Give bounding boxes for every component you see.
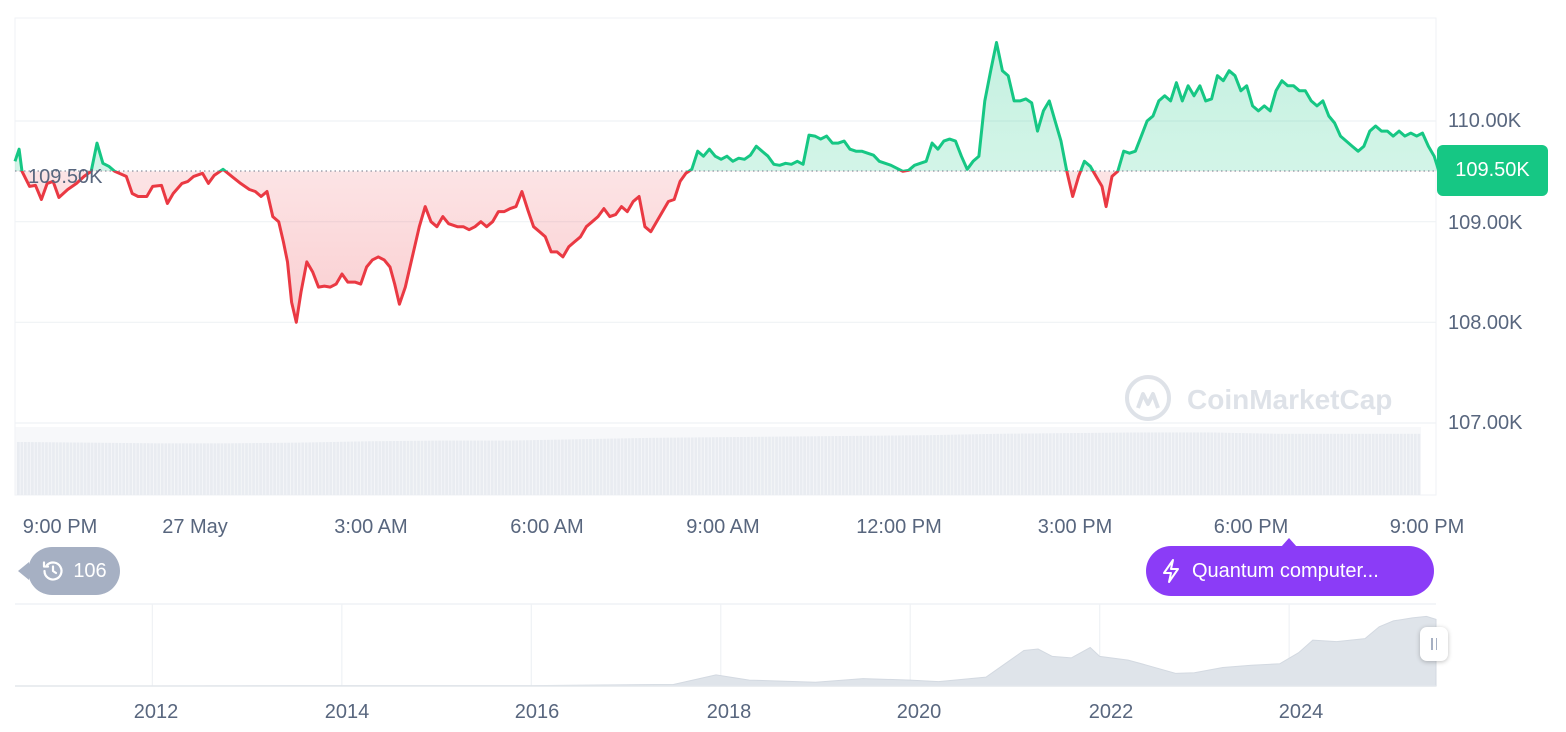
y-tick-label: 108.00K bbox=[1448, 312, 1523, 334]
x-tick-label: 3:00 AM bbox=[334, 516, 407, 538]
volume-bars bbox=[15, 427, 1421, 495]
y-axis: 110.00K 109.00K 108.00K 107.00K bbox=[1448, 110, 1523, 434]
price-line bbox=[13, 41, 1441, 324]
y-tick-label: 110.00K bbox=[1448, 110, 1522, 132]
x-tick-label: 9:00 AM bbox=[686, 516, 759, 538]
navigator-year-label: 2022 bbox=[1089, 701, 1134, 723]
navigator-year-label: 2020 bbox=[897, 701, 942, 723]
x-tick-label: 12:00 PM bbox=[856, 516, 942, 538]
watermark-text: CoinMarketCap bbox=[1187, 384, 1392, 415]
navigator-year-label: 2012 bbox=[134, 701, 179, 723]
navigator-area bbox=[15, 615, 1437, 687]
x-tick-label: 6:00 AM bbox=[510, 516, 583, 538]
area-below-baseline bbox=[15, 171, 1439, 323]
navigator-x-axis: 2012 2014 2016 2018 2020 2022 2024 bbox=[134, 701, 1324, 723]
baseline-label: 109.50K bbox=[28, 166, 103, 188]
navigator-range-handle[interactable] bbox=[1420, 627, 1448, 661]
y-tick-label: 107.00K bbox=[1448, 412, 1523, 434]
price-area bbox=[15, 42, 1439, 323]
price-line-down bbox=[20, 171, 1440, 324]
x-tick-label: 9:00 PM bbox=[23, 516, 97, 538]
x-tick-label: 3:00 PM bbox=[1038, 516, 1112, 538]
events-count: 106 bbox=[73, 559, 107, 582]
navigator-year-label: 2016 bbox=[515, 701, 560, 723]
events-count-badge[interactable]: 106 bbox=[18, 547, 120, 595]
news-event-pill[interactable]: Quantum computer... bbox=[1146, 538, 1434, 596]
area-above-baseline bbox=[15, 42, 1439, 171]
overview-navigator[interactable] bbox=[15, 603, 1437, 687]
navigator-year-label: 2018 bbox=[707, 701, 752, 723]
y-tick-label: 109.00K bbox=[1448, 212, 1523, 234]
history-icon bbox=[41, 559, 65, 583]
news-event-label: Quantum computer... bbox=[1192, 559, 1379, 582]
x-tick-label: 9:00 PM bbox=[1390, 516, 1464, 538]
navigator-year-label: 2024 bbox=[1279, 701, 1324, 723]
current-price-badge: 109.50K bbox=[1437, 145, 1548, 196]
coinmarketcap-watermark: CoinMarketCap bbox=[1125, 375, 1392, 421]
volume-background bbox=[15, 427, 1421, 495]
x-tick-label: 6:00 PM bbox=[1214, 516, 1288, 538]
x-axis: 9:00 PM 27 May 3:00 AM 6:00 AM 9:00 AM 1… bbox=[23, 516, 1464, 538]
coinmarketcap-logo-icon bbox=[1125, 375, 1171, 421]
price-line-up bbox=[13, 41, 1441, 171]
lightning-icon bbox=[1160, 558, 1182, 584]
x-tick-label: 27 May bbox=[162, 516, 228, 538]
navigator-year-label: 2014 bbox=[325, 701, 370, 723]
